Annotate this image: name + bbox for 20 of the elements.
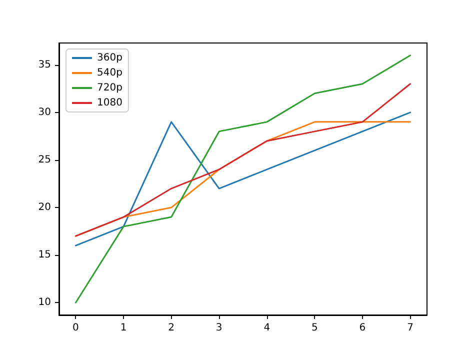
y-tick-label: 25 [38,154,51,166]
y-tick-label: 20 [38,202,51,214]
legend-label: 1080 [97,98,122,108]
y-tick-label: 10 [38,297,51,308]
x-tick-label: 1 [120,322,127,334]
legend-label: 720p [97,82,122,94]
x-tick-label: 5 [312,322,318,334]
x-tick-label: 3 [216,322,222,334]
x-tick-label: 0 [72,322,79,334]
y-tick-label: 15 [38,250,51,261]
y-tick-label: 35 [38,59,51,70]
line-series [74,54,412,304]
legend-label: 360p [97,52,122,64]
x-tick-label: 4 [264,322,270,334]
x-tick-label: 7 [407,322,414,334]
y-tick-label: 30 [38,106,51,118]
x-tick-label: 6 [359,322,366,334]
legend-label: 540p [97,68,122,78]
line-series [74,83,412,237]
x-tick-label: 2 [168,322,174,334]
